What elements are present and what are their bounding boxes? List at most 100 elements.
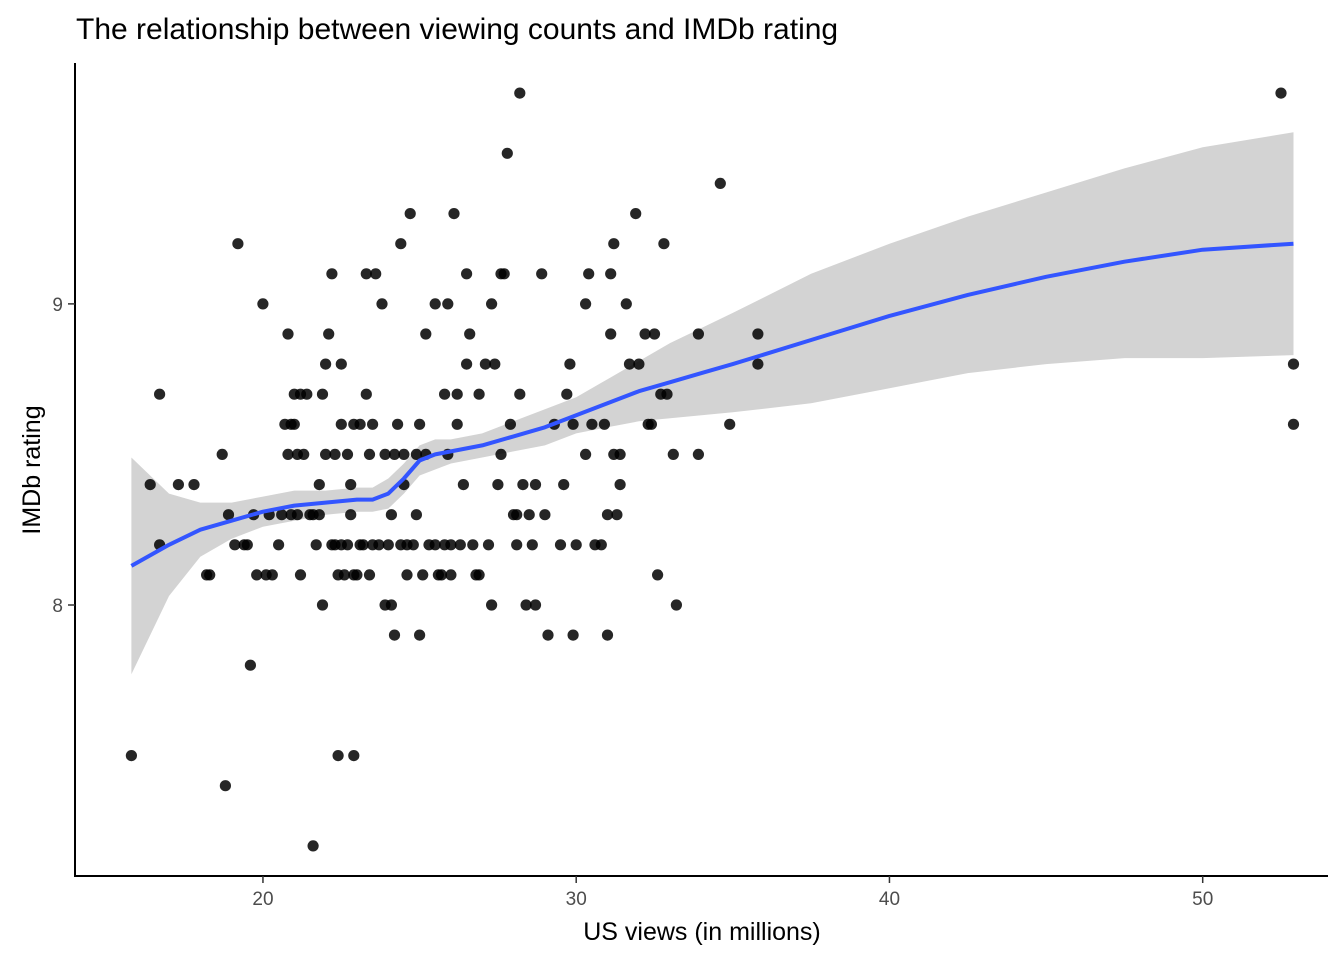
data-point	[420, 328, 432, 340]
data-point	[567, 418, 579, 430]
data-point	[492, 479, 504, 491]
data-point	[639, 328, 651, 340]
x-tick-label: 20	[252, 889, 273, 910]
x-tick-label: 50	[1192, 889, 1213, 910]
data-point	[692, 328, 705, 340]
data-point	[266, 569, 278, 581]
data-point	[752, 358, 764, 370]
data-point	[273, 539, 285, 551]
data-point	[276, 509, 288, 521]
data-point	[407, 539, 419, 551]
data-point	[188, 479, 200, 491]
data-point	[648, 328, 661, 340]
data-point	[313, 479, 325, 491]
data-point	[489, 358, 501, 370]
data-point	[473, 388, 485, 400]
data-point	[529, 599, 542, 611]
smooth-line	[130, 241, 1294, 568]
data-point	[154, 388, 166, 400]
data-point	[298, 448, 310, 460]
data-point	[517, 479, 529, 491]
data-point	[335, 418, 347, 430]
data-point	[520, 599, 532, 611]
data-point	[445, 569, 457, 581]
x-tick-label: 40	[879, 889, 900, 910]
data-point	[486, 599, 498, 611]
data-point	[529, 479, 542, 491]
data-point	[395, 238, 407, 250]
data-point	[282, 448, 294, 460]
data-point	[554, 539, 567, 551]
data-point	[219, 780, 231, 792]
data-point	[348, 750, 360, 762]
data-point	[658, 238, 670, 250]
data-point	[601, 509, 614, 521]
data-point	[222, 509, 235, 521]
data-point	[442, 298, 454, 310]
data-point	[370, 268, 382, 280]
data-point	[670, 599, 683, 611]
confidence-band	[131, 132, 1294, 675]
data-point	[1275, 87, 1287, 99]
data-point	[204, 569, 216, 581]
data-point	[216, 448, 228, 460]
data-point	[652, 569, 664, 581]
data-point	[523, 509, 535, 521]
y-axis-title: IMDb rating	[18, 405, 46, 534]
data-point	[501, 147, 513, 159]
data-point	[595, 539, 607, 551]
data-point	[448, 208, 460, 220]
data-point	[316, 599, 329, 611]
data-point	[630, 208, 642, 220]
data-point	[410, 448, 422, 460]
data-point	[601, 629, 614, 641]
data-point	[360, 268, 372, 280]
data-point	[457, 479, 469, 491]
data-point	[320, 448, 332, 460]
data-point	[326, 268, 338, 280]
data-point	[294, 569, 307, 581]
data-point	[486, 298, 498, 310]
data-point	[320, 358, 332, 370]
data-point	[345, 509, 357, 521]
data-point	[363, 569, 376, 581]
y-axis-ticks: 89	[52, 295, 75, 617]
data-point	[357, 539, 369, 551]
data-point	[614, 448, 626, 460]
data-point	[414, 629, 426, 641]
data-point	[125, 750, 137, 762]
data-point	[332, 750, 344, 762]
data-point	[341, 539, 354, 551]
data-point	[417, 569, 429, 581]
data-point	[382, 539, 394, 551]
data-point	[404, 208, 416, 220]
data-point	[338, 569, 350, 581]
data-point	[724, 418, 736, 430]
data-point	[351, 569, 363, 581]
data-point	[511, 509, 523, 521]
data-point	[388, 448, 401, 460]
data-point	[429, 298, 441, 310]
data-point	[580, 298, 592, 310]
data-point	[144, 479, 156, 491]
data-point	[586, 418, 598, 430]
data-point	[301, 388, 313, 400]
points-layer	[125, 87, 1300, 852]
data-point	[373, 539, 385, 551]
data-point	[229, 539, 241, 551]
data-point	[580, 448, 592, 460]
data-point	[526, 539, 538, 551]
data-point	[251, 569, 263, 581]
data-point	[498, 268, 510, 280]
data-point	[482, 539, 495, 551]
data-point	[363, 448, 376, 460]
data-point	[445, 539, 457, 551]
data-point	[341, 448, 354, 460]
data-point	[313, 509, 325, 521]
data-point	[473, 569, 485, 581]
data-point	[608, 238, 620, 250]
data-point	[1287, 358, 1300, 370]
data-point	[435, 569, 448, 581]
data-point	[291, 509, 303, 521]
data-point	[714, 177, 726, 189]
